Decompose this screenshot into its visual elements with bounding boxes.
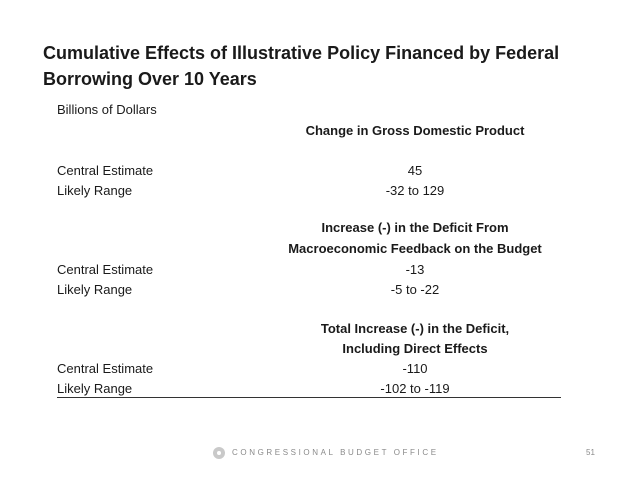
units-label: Billions of Dollars bbox=[57, 102, 157, 117]
footer: CONGRESSIONAL BUDGET OFFICE 51 bbox=[0, 446, 638, 462]
section-3-heading-line-2: Including Direct Effects bbox=[342, 341, 488, 356]
section-1-row-1-value: 45 bbox=[407, 163, 423, 178]
section-2-row-1-label: Central Estimate bbox=[57, 262, 154, 277]
section-1-heading: Change in Gross Domestic Product bbox=[305, 123, 525, 138]
section-2-heading-line-2: Macroeconomic Feedback on the Budget bbox=[288, 241, 542, 256]
section-1-row-2-label: Likely Range bbox=[57, 183, 133, 198]
cbo-logo-icon bbox=[213, 447, 225, 459]
section-2-row-2-value: -5 to -22 bbox=[390, 282, 440, 297]
page-title: Cumulative Effects of Illustrative Polic… bbox=[43, 40, 603, 92]
page-title-line-2: Borrowing Over 10 Years bbox=[43, 69, 257, 89]
section-3-row-1-value: -110 bbox=[402, 361, 428, 376]
section-3-heading-line-1: Total Increase (-) in the Deficit, bbox=[320, 321, 510, 336]
section-3-row-1-label: Central Estimate bbox=[57, 361, 154, 376]
section-2-row-1-value: -13 bbox=[405, 262, 425, 277]
section-3-row-2-label: Likely Range bbox=[57, 381, 133, 396]
section-1-row-1-label: Central Estimate bbox=[57, 163, 154, 178]
section-1-row-2-value: -32 to 129 bbox=[385, 183, 445, 198]
section-3-row-2-value: -102 to -119 bbox=[380, 381, 450, 396]
page-title-line-1: Cumulative Effects of Illustrative Polic… bbox=[43, 43, 560, 63]
table-bottom-rule bbox=[57, 397, 561, 398]
section-2-heading-line-1: Increase (-) in the Deficit From bbox=[321, 220, 509, 235]
page-number: 51 bbox=[586, 448, 595, 457]
footer-org-name: CONGRESSIONAL BUDGET OFFICE bbox=[232, 448, 439, 457]
section-2-row-2-label: Likely Range bbox=[57, 282, 133, 297]
